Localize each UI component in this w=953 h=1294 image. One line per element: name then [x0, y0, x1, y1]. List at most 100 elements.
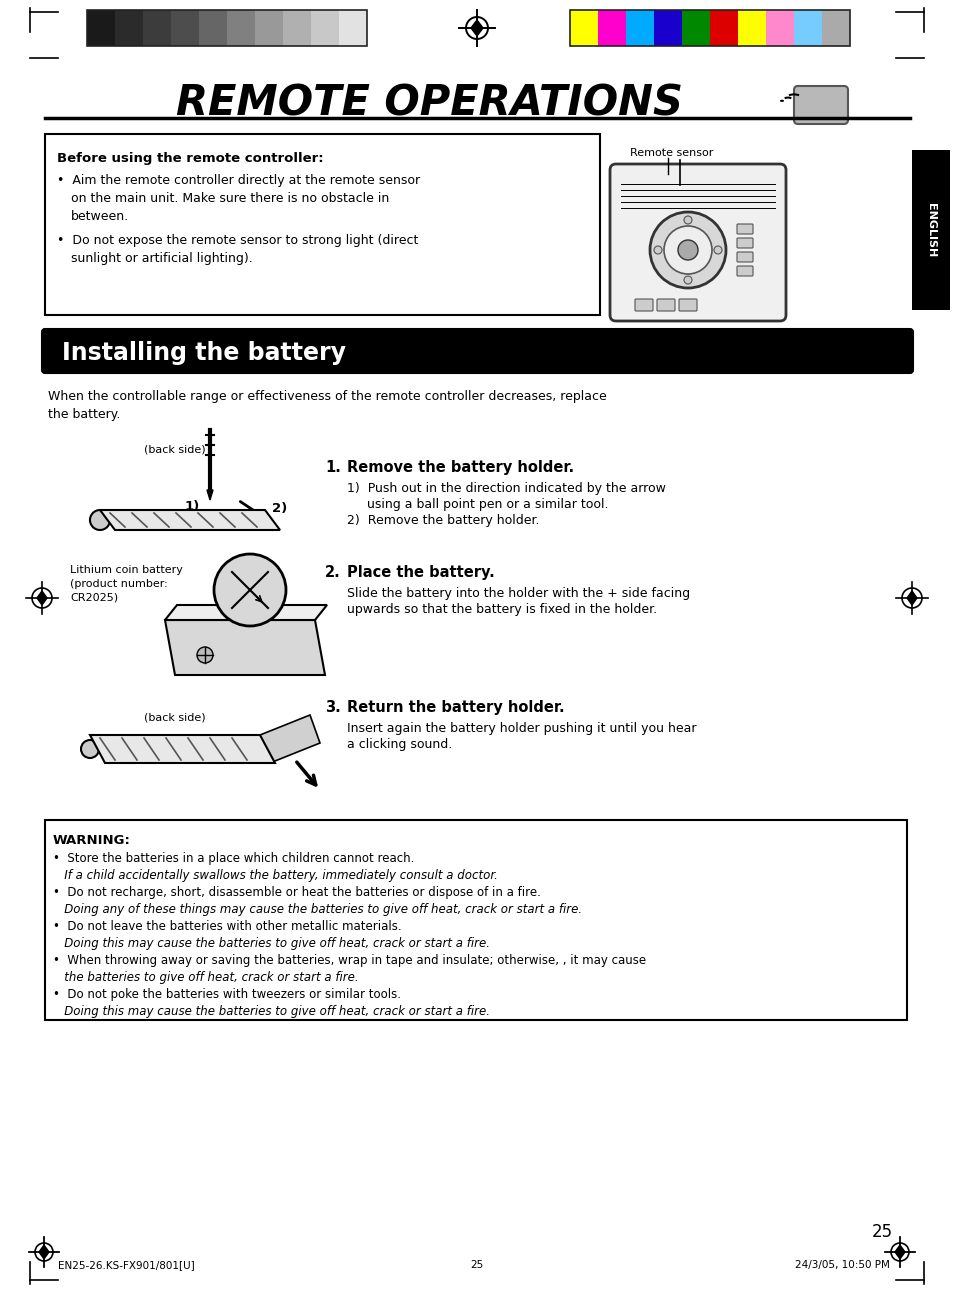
Text: •  Do not expose the remote sensor to strong light (direct: • Do not expose the remote sensor to str… — [57, 234, 418, 247]
Bar — [569, 10, 849, 47]
Text: on the main unit. Make sure there is no obstacle in: on the main unit. Make sure there is no … — [71, 192, 389, 204]
Bar — [45, 820, 906, 1020]
Bar — [765, 10, 793, 47]
Bar — [709, 10, 738, 47]
Text: Doing this may cause the batteries to give off heat, crack or start a fire.: Doing this may cause the batteries to gi… — [53, 937, 490, 950]
Polygon shape — [39, 1245, 49, 1259]
Text: (back side): (back side) — [144, 712, 206, 722]
Bar — [681, 10, 709, 47]
Text: upwards so that the battery is fixed in the holder.: upwards so that the battery is fixed in … — [347, 603, 657, 616]
Text: Remote sensor: Remote sensor — [629, 148, 713, 158]
Circle shape — [683, 216, 691, 224]
Polygon shape — [906, 591, 916, 606]
Text: 25: 25 — [470, 1260, 483, 1269]
Text: the battery.: the battery. — [48, 408, 120, 421]
Text: •  Store the batteries in a place which children cannot reach.: • Store the batteries in a place which c… — [53, 851, 414, 864]
Text: 2): 2) — [272, 502, 287, 515]
Text: 2)  Remove the battery holder.: 2) Remove the battery holder. — [347, 514, 539, 527]
Text: (back side): (back side) — [144, 445, 206, 455]
Text: ENGLISH: ENGLISH — [925, 203, 935, 258]
Text: using a ball point pen or a similar tool.: using a ball point pen or a similar tool… — [347, 498, 608, 511]
FancyBboxPatch shape — [679, 299, 697, 311]
Bar — [283, 10, 311, 47]
Text: EN25-26.KS-FX901/801[U]: EN25-26.KS-FX901/801[U] — [58, 1260, 194, 1269]
Circle shape — [713, 246, 721, 254]
Text: WARNING:: WARNING: — [53, 835, 131, 848]
Bar — [338, 10, 367, 47]
FancyBboxPatch shape — [737, 252, 752, 261]
Bar — [254, 10, 283, 47]
FancyBboxPatch shape — [737, 267, 752, 276]
Text: 1.: 1. — [325, 459, 340, 475]
Text: sunlight or artificial lighting).: sunlight or artificial lighting). — [71, 252, 253, 265]
Bar — [911, 150, 949, 311]
Text: a clicking sound.: a clicking sound. — [347, 738, 452, 751]
Text: Before using the remote controller:: Before using the remote controller: — [57, 151, 323, 166]
Polygon shape — [165, 606, 327, 620]
FancyBboxPatch shape — [737, 224, 752, 234]
Bar — [625, 10, 654, 47]
Text: 3.: 3. — [325, 700, 340, 716]
Text: Return the battery holder.: Return the battery holder. — [347, 700, 564, 716]
Text: 25: 25 — [870, 1223, 892, 1241]
Text: •  Do not leave the batteries with other metallic materials.: • Do not leave the batteries with other … — [53, 920, 401, 933]
Text: •  Do not poke the batteries with tweezers or similar tools.: • Do not poke the batteries with tweezer… — [53, 989, 400, 1002]
Bar — [793, 10, 821, 47]
Bar — [311, 10, 338, 47]
FancyBboxPatch shape — [42, 329, 912, 373]
Bar — [87, 10, 115, 47]
Text: Slide the battery into the holder with the + side facing: Slide the battery into the holder with t… — [347, 587, 689, 600]
FancyBboxPatch shape — [737, 238, 752, 248]
Text: the batteries to give off heat, crack or start a fire.: the batteries to give off heat, crack or… — [53, 970, 358, 983]
Text: REMOTE OPERATIONS: REMOTE OPERATIONS — [176, 83, 682, 126]
Bar — [598, 10, 625, 47]
Text: Doing this may cause the batteries to give off heat, crack or start a fire.: Doing this may cause the batteries to gi… — [53, 1005, 490, 1018]
Circle shape — [683, 276, 691, 283]
Polygon shape — [260, 716, 319, 763]
Text: When the controllable range or effectiveness of the remote controller decreases,: When the controllable range or effective… — [48, 389, 606, 402]
Text: Remove the battery holder.: Remove the battery holder. — [347, 459, 574, 475]
Circle shape — [196, 647, 213, 663]
Circle shape — [90, 510, 110, 531]
Text: 1)  Push out in the direction indicated by the arrow: 1) Push out in the direction indicated b… — [347, 481, 665, 496]
Polygon shape — [90, 735, 274, 763]
Circle shape — [678, 239, 698, 260]
Text: between.: between. — [71, 210, 129, 223]
Text: Installing the battery: Installing the battery — [62, 342, 346, 365]
Bar — [171, 10, 199, 47]
Bar — [227, 10, 254, 47]
Bar — [738, 10, 765, 47]
Bar — [45, 135, 599, 314]
Bar — [654, 10, 681, 47]
Polygon shape — [37, 591, 47, 606]
Text: (product number:: (product number: — [70, 578, 168, 589]
FancyBboxPatch shape — [657, 299, 675, 311]
Polygon shape — [207, 490, 213, 499]
Circle shape — [81, 740, 99, 758]
FancyBboxPatch shape — [635, 299, 652, 311]
Bar — [87, 10, 367, 47]
Text: 24/3/05, 10:50 PM: 24/3/05, 10:50 PM — [794, 1260, 889, 1269]
Text: Doing any of these things may cause the batteries to give off heat, crack or sta: Doing any of these things may cause the … — [53, 903, 581, 916]
Polygon shape — [894, 1245, 904, 1259]
Circle shape — [649, 212, 725, 289]
Circle shape — [213, 554, 286, 626]
Circle shape — [663, 226, 711, 274]
Text: CR2025): CR2025) — [70, 593, 118, 603]
Polygon shape — [165, 620, 325, 675]
Text: Lithium coin battery: Lithium coin battery — [70, 565, 183, 575]
Text: •  Do not recharge, short, disassemble or heat the batteries or dispose of in a : • Do not recharge, short, disassemble or… — [53, 886, 540, 899]
Text: Insert again the battery holder pushing it until you hear: Insert again the battery holder pushing … — [347, 722, 696, 735]
Circle shape — [654, 246, 661, 254]
Text: 2.: 2. — [325, 565, 340, 580]
Text: Place the battery.: Place the battery. — [347, 565, 495, 580]
FancyBboxPatch shape — [793, 85, 847, 124]
Bar — [569, 10, 598, 47]
Text: •  When throwing away or saving the batteries, wrap in tape and insulate; otherw: • When throwing away or saving the batte… — [53, 954, 645, 967]
Text: If a child accidentally swallows the battery, immediately consult a doctor.: If a child accidentally swallows the bat… — [53, 870, 497, 883]
Bar — [115, 10, 143, 47]
Bar — [821, 10, 849, 47]
FancyBboxPatch shape — [609, 164, 785, 321]
Polygon shape — [471, 19, 482, 36]
Text: 1): 1) — [184, 499, 199, 512]
